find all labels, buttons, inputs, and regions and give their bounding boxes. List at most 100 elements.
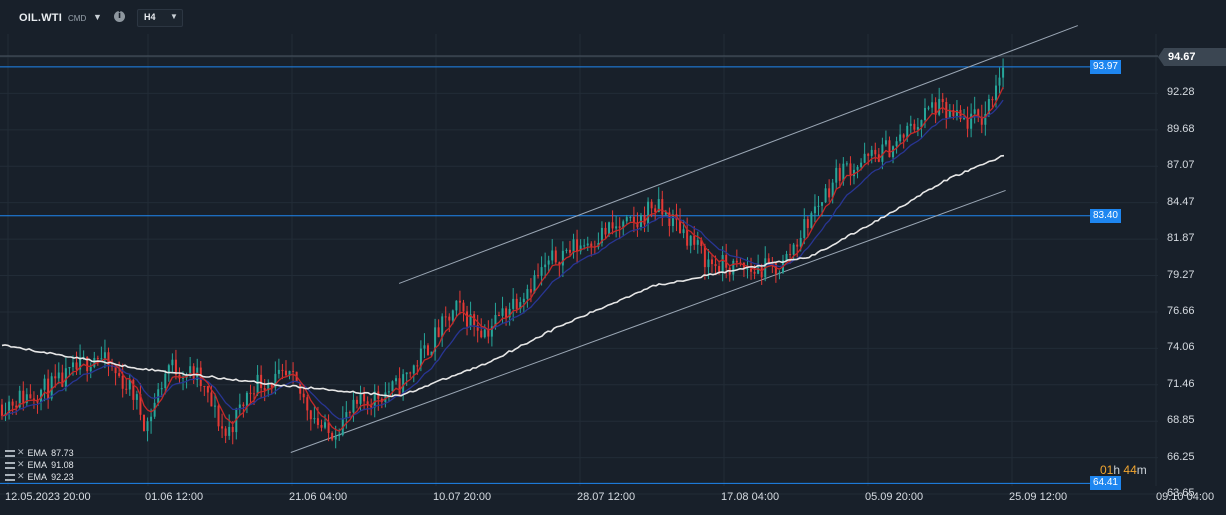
info-icon[interactable]: i <box>114 11 125 22</box>
ema-lines <box>1 86 1005 432</box>
ema-legend-row[interactable]: ✕ EMA 87.73 <box>5 447 74 459</box>
time-tick-label: 01.06 12:00 <box>145 491 204 503</box>
ema-legend-row[interactable]: ✕ EMA 92.23 <box>5 471 74 483</box>
time-tick-label: 21.06 04:00 <box>289 491 348 503</box>
candle-body <box>608 222 611 235</box>
candle-body <box>68 367 71 369</box>
candle-body <box>551 250 554 261</box>
candle-body <box>583 245 586 247</box>
candle-body <box>206 386 209 393</box>
candle-body <box>774 263 777 274</box>
symbol-dropdown-icon[interactable]: ▼ <box>93 12 102 22</box>
candle-body <box>192 366 195 381</box>
candle-body <box>221 426 224 429</box>
candle-body <box>47 378 50 399</box>
candle-body <box>157 389 160 403</box>
candle-body <box>132 379 135 400</box>
candle-body <box>934 102 937 115</box>
candle-body <box>881 144 884 162</box>
candle-body <box>256 374 259 394</box>
candle-body <box>863 153 866 163</box>
candle-body <box>817 205 820 207</box>
candle-body <box>955 109 958 117</box>
horizontal-levels <box>0 55 1158 484</box>
candle-body <box>93 357 96 367</box>
timeframe-value: H4 <box>144 12 156 22</box>
candle-body <box>892 146 895 158</box>
candle-body <box>213 405 216 407</box>
candle-body <box>796 244 799 247</box>
candle-body <box>288 370 291 376</box>
ema-label: EMA <box>27 472 48 482</box>
candle-body <box>128 379 131 390</box>
candle-countdown: 01h 44m <box>1100 463 1147 477</box>
candle-body <box>707 259 710 268</box>
candle-body <box>182 377 185 379</box>
candle-body <box>927 107 930 109</box>
price-tick-label: 71.46 <box>1167 377 1195 390</box>
candle-body <box>164 373 167 389</box>
candle-body <box>647 201 650 225</box>
candle-body <box>430 351 433 356</box>
settings-icon[interactable] <box>5 473 15 481</box>
candle-body <box>625 217 628 222</box>
candle-body <box>121 375 124 389</box>
candle-body <box>281 369 284 371</box>
candle-body <box>515 298 518 309</box>
symbol-name[interactable]: OIL.WTI <box>19 12 62 24</box>
close-icon[interactable]: ✕ <box>17 472 25 482</box>
level-badge: 93.97 <box>1089 59 1121 74</box>
close-icon[interactable]: ✕ <box>17 448 25 458</box>
candle-body <box>139 394 142 415</box>
settings-icon[interactable] <box>5 449 15 457</box>
candle-body <box>22 390 25 404</box>
candle-body <box>345 412 348 419</box>
close-icon[interactable]: ✕ <box>17 460 25 470</box>
candle-body <box>277 369 280 374</box>
candle-body <box>845 163 848 165</box>
candle-body <box>916 127 919 130</box>
candle-body <box>416 365 419 367</box>
candle-body <box>103 352 106 359</box>
candle-body <box>313 418 316 420</box>
countdown-minutes-unit: m <box>1136 463 1147 477</box>
candle-body <box>650 201 653 209</box>
candle-body <box>547 260 550 265</box>
candle-body <box>82 356 85 358</box>
candle-body <box>426 345 429 356</box>
candle-body <box>174 359 177 375</box>
ema-legend-row[interactable]: ✕ EMA 91.08 <box>5 459 74 471</box>
candle-body <box>572 239 575 253</box>
candle-body <box>710 259 713 265</box>
time-tick-label: 17.08 04:00 <box>721 491 780 503</box>
candle-body <box>970 113 973 129</box>
candle-body <box>714 264 717 267</box>
time-tick-label: 09.10 04:00 <box>1156 491 1215 503</box>
candle-body <box>526 289 529 299</box>
candle-body <box>643 214 646 225</box>
timeframe-select[interactable]: H4 ▼ <box>137 9 183 27</box>
candle-body <box>359 393 362 404</box>
candle-body <box>441 316 444 338</box>
candle-body <box>632 216 635 223</box>
candle-body <box>107 352 110 366</box>
settings-icon[interactable] <box>5 461 15 469</box>
candle-body <box>398 378 401 396</box>
candle-body <box>544 264 547 268</box>
candle-body <box>249 392 252 394</box>
channel-line-upper <box>398 25 1078 284</box>
candle-body <box>803 219 806 238</box>
candle-body <box>25 394 28 404</box>
candle-body <box>682 229 685 234</box>
candle-body <box>231 426 234 433</box>
candle-body <box>654 208 657 213</box>
candle-body <box>189 366 192 375</box>
candle-body <box>615 226 618 229</box>
candle-body <box>828 188 831 198</box>
candle-body <box>806 219 809 228</box>
candle-body <box>466 311 469 327</box>
candle-body <box>561 250 564 266</box>
candle-body <box>210 392 213 407</box>
candle-body <box>118 373 121 376</box>
